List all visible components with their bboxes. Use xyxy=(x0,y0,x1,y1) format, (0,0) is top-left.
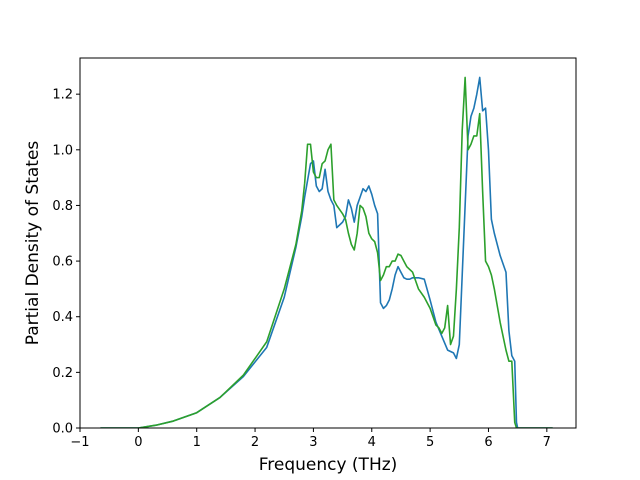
plot-area: −1 0 1 2 3 4 5 6 7 0.0 0.2 0.4 0.6 0.8 1.0 1.2 xyxy=(52,57,577,450)
x-tick-label: 1 xyxy=(193,435,201,450)
y-tick-label: 0.6 xyxy=(52,255,73,270)
series-line-1 xyxy=(100,76,553,428)
series-line-2 xyxy=(100,76,553,428)
x-tick-label: 2 xyxy=(251,435,259,450)
y-tick-label: 0.0 xyxy=(52,422,73,437)
x-tick-label: 0 xyxy=(134,435,142,450)
x-tick-label: 3 xyxy=(309,435,317,450)
x-tick-label: 5 xyxy=(426,435,434,450)
y-tick-label: 0.4 xyxy=(52,310,73,325)
y-axis-label: Partial Density of States xyxy=(23,141,43,346)
x-tick-label: −1 xyxy=(70,435,89,450)
x-tick-label: 6 xyxy=(484,435,492,450)
y-tick-label: 1.0 xyxy=(52,143,73,158)
x-axis-label: Frequency (THz) xyxy=(259,455,398,475)
y-tick-label: 1.2 xyxy=(52,88,73,103)
axes-frame xyxy=(79,57,577,429)
y-tick-label: 0.2 xyxy=(52,366,73,381)
x-tick-label: 4 xyxy=(368,435,376,450)
x-tick-label: 7 xyxy=(543,435,551,450)
y-tick-label: 0.8 xyxy=(52,199,73,214)
